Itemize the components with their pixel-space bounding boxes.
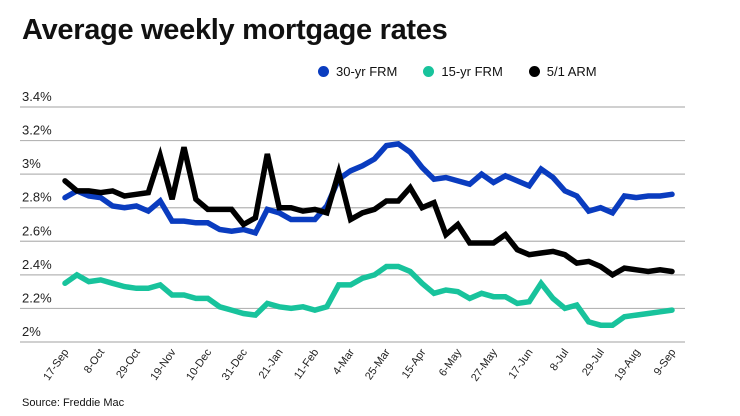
y-tick-label: 2%	[22, 324, 41, 339]
x-tick-label: 9-Sep	[652, 347, 679, 378]
x-tick-label: 8-Jul	[548, 347, 572, 373]
x-tick-label: 6-May	[437, 346, 465, 378]
x-tick-label: 8-Oct	[82, 347, 107, 376]
source-note: Source: Freddie Mac	[22, 397, 125, 409]
legend: 30-yr FRM 15-yr FRM 5/1 ARM	[318, 64, 597, 79]
x-tick-label: 29-Oct	[114, 347, 143, 381]
legend-marker-15yr	[423, 66, 435, 77]
series-line-15-yr-frm	[62, 263, 675, 328]
x-tick-label: 29-Jul	[580, 347, 607, 378]
series-line-30-yr-frm	[62, 141, 675, 237]
x-tick-label: 21-Jan	[257, 347, 286, 381]
y-tick-label: 2.6%	[22, 223, 52, 238]
legend-marker-arm	[528, 66, 540, 77]
x-tick-label: 11-Feb	[292, 347, 321, 382]
legend-item-arm: 5/1 ARM	[528, 64, 597, 79]
legend-marker-30yr	[318, 66, 329, 77]
x-tick-label: 17-Jun	[507, 347, 536, 381]
x-tick-label: 4-Mar	[331, 347, 357, 378]
series-line-5-1-arm	[62, 146, 675, 279]
chart-title: Average weekly mortgage rates	[22, 14, 448, 46]
legend-item-15yr: 15-yr FRM	[423, 64, 503, 79]
y-tick-label: 2.2%	[22, 290, 52, 305]
x-tick-label: 15-Apr	[400, 347, 429, 381]
legend-label-arm: 5/1 ARM	[546, 64, 597, 79]
y-tick-label: 3.4%	[22, 89, 52, 104]
x-tick-label: 19-Aug	[613, 347, 643, 383]
y-tick-label: 2.4%	[22, 257, 52, 272]
legend-label-30yr: 30-yr FRM	[336, 64, 398, 79]
x-tick-label: 10-Dec	[184, 346, 214, 382]
x-tick-label: 25-Mar	[363, 347, 393, 383]
y-tick-label: 3.2%	[22, 123, 52, 138]
y-tick-label: 2.8%	[22, 190, 52, 205]
y-tick-label: 3%	[22, 156, 41, 171]
x-tick-label: 31-Dec	[220, 346, 250, 382]
x-tick-label: 27-May	[469, 346, 500, 383]
x-tick-label: 19-Nov	[148, 346, 178, 382]
legend-label-15yr: 15-yr FRM	[441, 64, 503, 79]
legend-item-30yr: 30-yr FRM	[318, 64, 397, 79]
x-tick-label: 17-Sep	[41, 347, 71, 383]
